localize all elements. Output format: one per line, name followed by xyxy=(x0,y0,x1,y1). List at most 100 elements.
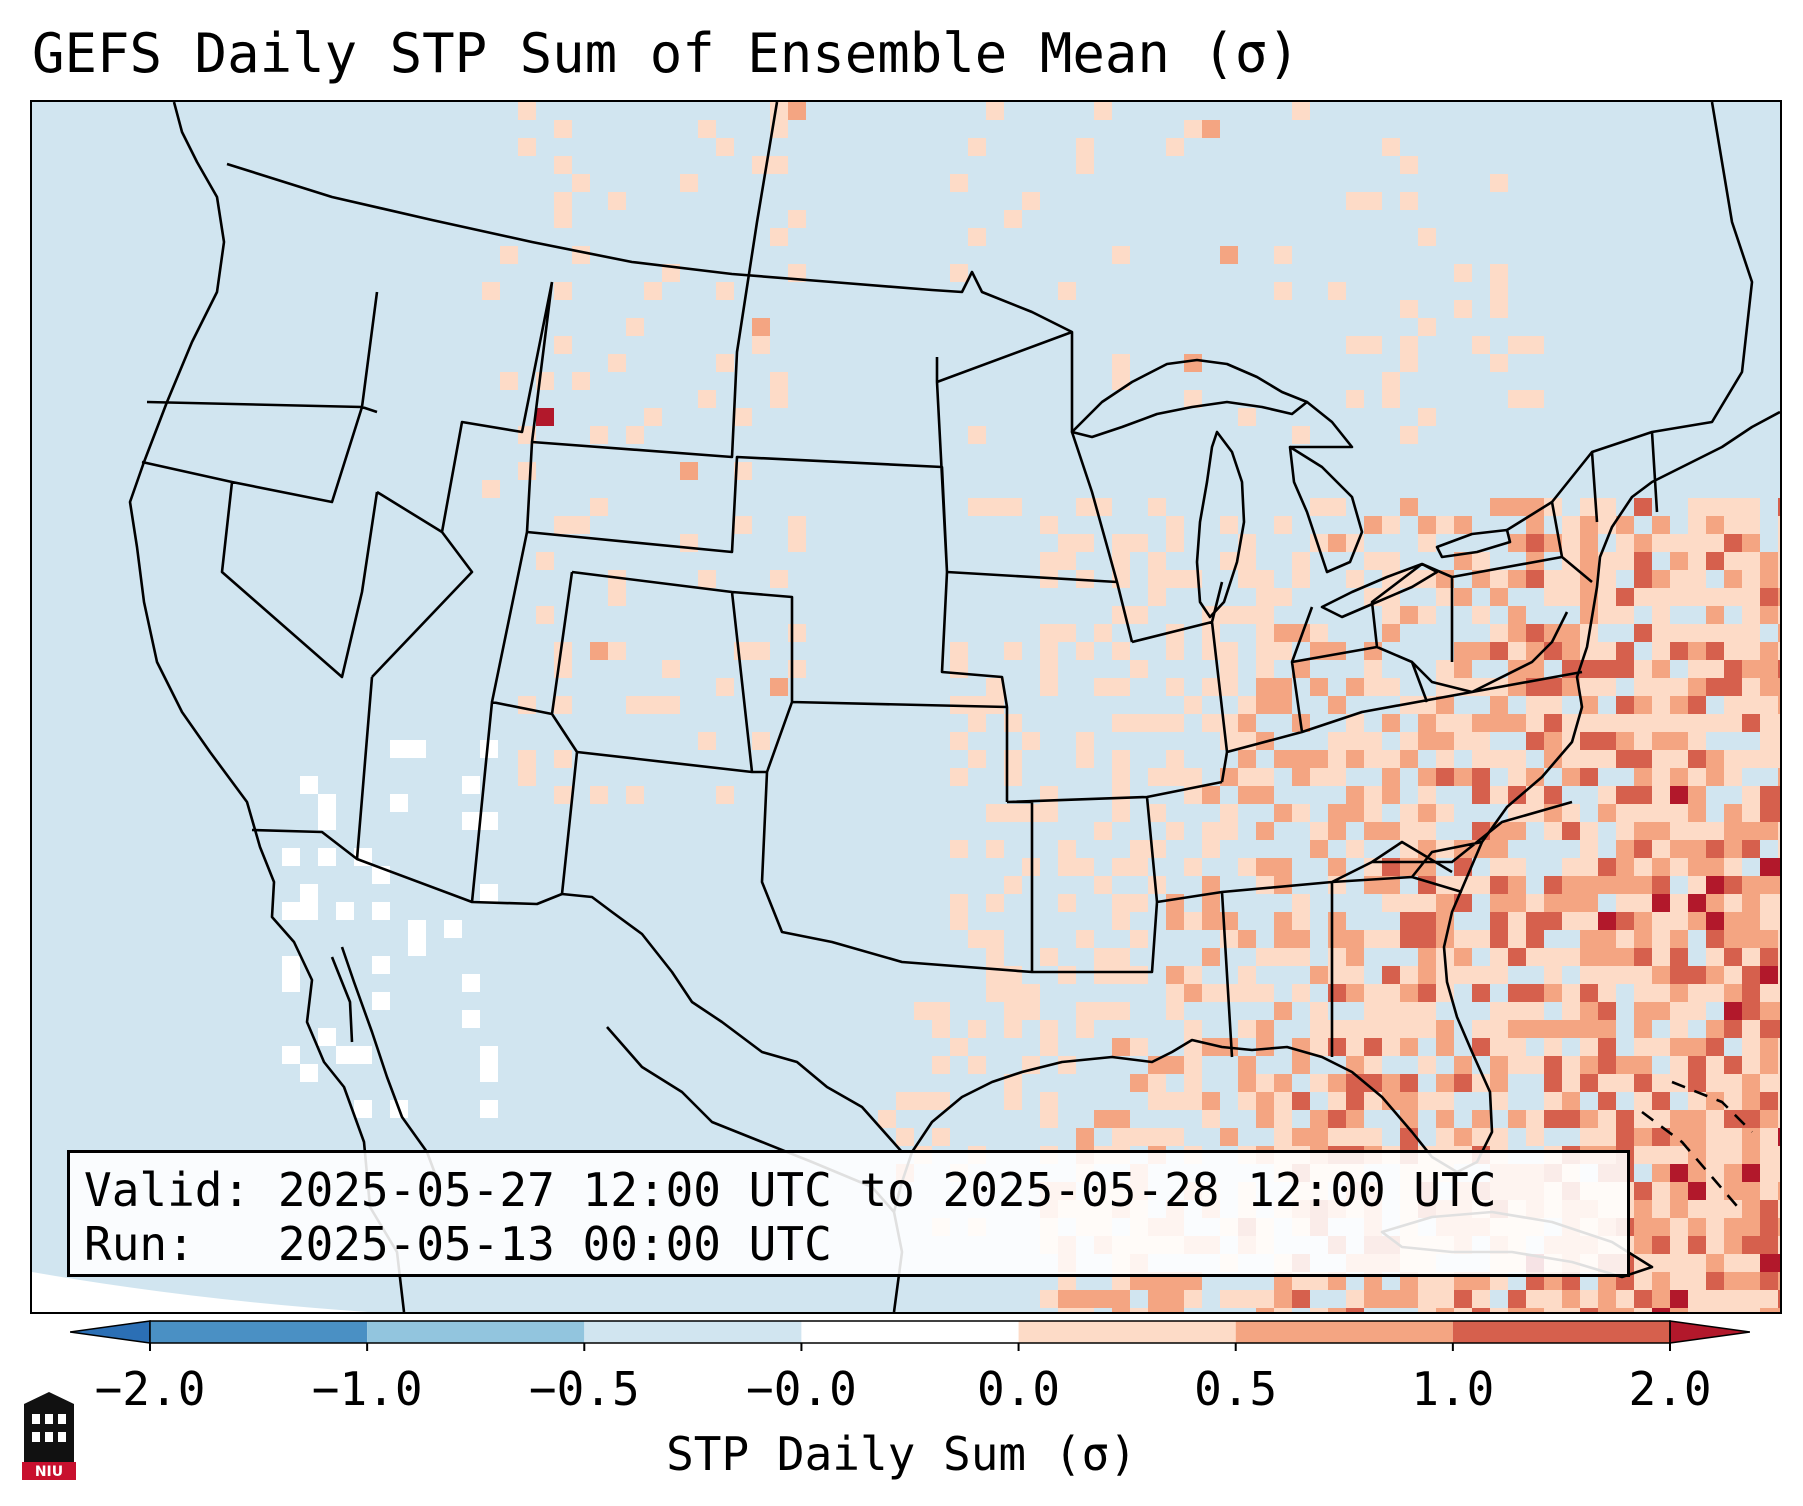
stp-cell xyxy=(1274,750,1292,768)
stp-cell xyxy=(1526,1020,1544,1038)
stp-cell xyxy=(1400,354,1418,372)
stp-cell xyxy=(1688,642,1706,660)
stp-cell xyxy=(1616,588,1634,606)
stp-cell xyxy=(1544,750,1562,768)
stp-cell xyxy=(1544,1290,1562,1308)
stp-cell xyxy=(1562,1074,1580,1092)
stp-cell xyxy=(1742,1272,1760,1290)
stp-cell xyxy=(1670,1200,1688,1218)
stp-cell xyxy=(1742,678,1760,696)
stp-cell xyxy=(1742,1020,1760,1038)
stp-cell xyxy=(1760,1002,1778,1020)
stp-cell xyxy=(1616,840,1634,858)
stp-cell xyxy=(1094,1002,1112,1020)
stp-cell xyxy=(1418,822,1436,840)
stp-cell-neutral xyxy=(480,812,498,830)
stp-cell xyxy=(1058,840,1076,858)
stp-cell xyxy=(1490,570,1508,588)
stp-cell xyxy=(500,246,518,264)
stp-cell xyxy=(1562,1092,1580,1110)
stp-cell xyxy=(1724,714,1742,732)
stp-cell xyxy=(1778,966,1780,984)
stp-cell xyxy=(1418,1290,1436,1308)
stp-cell xyxy=(1544,642,1562,660)
stp-cell xyxy=(1400,1110,1418,1128)
stp-cell xyxy=(518,462,536,480)
stp-cell xyxy=(1418,516,1436,534)
stp-cell xyxy=(1742,570,1760,588)
stp-cell xyxy=(1472,732,1490,750)
stp-cell xyxy=(1760,1164,1778,1182)
stp-cell xyxy=(1310,840,1328,858)
stp-cell xyxy=(1418,1002,1436,1020)
stp-cell-neutral xyxy=(390,740,408,758)
stp-cell xyxy=(608,588,626,606)
stp-cell xyxy=(1760,894,1778,912)
stp-cell xyxy=(1598,1110,1616,1128)
state-borders xyxy=(141,102,1659,1058)
stp-cell xyxy=(1634,1074,1652,1092)
stp-cell xyxy=(1706,768,1724,786)
stp-cell xyxy=(1508,1056,1526,1074)
stp-cell xyxy=(1346,336,1364,354)
stp-cell xyxy=(1454,660,1472,678)
stp-cell xyxy=(1346,192,1364,210)
stp-cell xyxy=(1220,732,1238,750)
stp-cell xyxy=(1238,606,1256,624)
stp-cell xyxy=(914,1002,932,1020)
stp-cell xyxy=(1382,1002,1400,1020)
stp-cell xyxy=(1310,1020,1328,1038)
stp-cell xyxy=(1184,984,1202,1002)
stp-cell xyxy=(1400,894,1418,912)
stp-cell xyxy=(1202,948,1220,966)
stp-cell xyxy=(1058,1308,1076,1312)
stp-cell xyxy=(1652,858,1670,876)
colorbar-extend-high xyxy=(1669,1320,1750,1344)
stp-cell xyxy=(1112,1128,1130,1146)
stp-cell xyxy=(1022,1002,1040,1020)
stp-cell xyxy=(1508,1038,1526,1056)
stp-cell xyxy=(1580,984,1598,1002)
stp-cell xyxy=(1760,1272,1778,1290)
stp-cell xyxy=(1688,498,1706,516)
stp-cell xyxy=(1562,1110,1580,1128)
stp-cell xyxy=(1616,930,1634,948)
stp-cell xyxy=(1688,1038,1706,1056)
stp-cell xyxy=(1076,138,1094,156)
stp-cell xyxy=(1760,804,1778,822)
stp-cell xyxy=(1760,678,1778,696)
stp-cell xyxy=(536,552,554,570)
stp-cell xyxy=(1112,714,1130,732)
stp-cell xyxy=(1706,516,1724,534)
stp-cell xyxy=(788,102,806,120)
stp-cell xyxy=(1724,840,1742,858)
stp-cell xyxy=(1472,642,1490,660)
stp-cell xyxy=(1346,1074,1364,1092)
stp-cell xyxy=(1346,1308,1364,1312)
stp-cell xyxy=(788,264,806,282)
stp-cell xyxy=(1760,1182,1778,1200)
stp-cell xyxy=(1148,804,1166,822)
stp-cell xyxy=(1562,642,1580,660)
stp-cell xyxy=(1544,1020,1562,1038)
stp-cell xyxy=(1670,1254,1688,1272)
stp-cell xyxy=(1292,894,1310,912)
stp-cell xyxy=(1148,588,1166,606)
stp-cell-neutral xyxy=(282,848,300,866)
stp-cell xyxy=(1274,696,1292,714)
stp-cell xyxy=(1724,1056,1742,1074)
stp-cell xyxy=(1238,858,1256,876)
stp-cell xyxy=(1652,1110,1670,1128)
stp-cell xyxy=(1418,984,1436,1002)
stp-cell xyxy=(1022,192,1040,210)
stp-cell xyxy=(1112,1308,1130,1312)
stp-cell xyxy=(1634,660,1652,678)
stp-cell xyxy=(1634,1038,1652,1056)
stp-cell xyxy=(1112,1038,1130,1056)
stp-cell xyxy=(1778,858,1780,876)
stp-cell xyxy=(1544,732,1562,750)
stp-cell xyxy=(1310,1074,1328,1092)
stp-cell xyxy=(1202,1110,1220,1128)
stp-cell-neutral xyxy=(372,956,390,974)
stp-cell xyxy=(1346,1056,1364,1074)
